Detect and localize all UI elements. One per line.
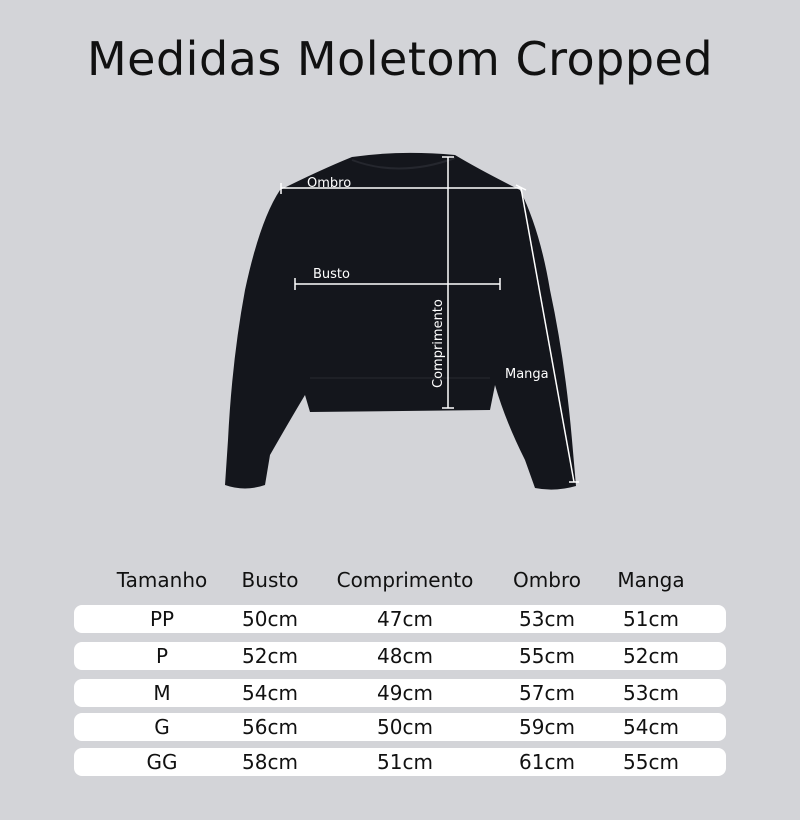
table-cell: PP (149, 607, 175, 631)
label-comprimento: Comprimento (431, 299, 446, 388)
table-cell: 52cm (623, 644, 679, 668)
sweatshirt-diagram: Ombro Busto Comprimento Manga (225, 152, 579, 490)
table-cell: 49cm (377, 681, 433, 705)
table-cell: GG (146, 750, 178, 774)
label-busto: Busto (313, 267, 350, 282)
table-cell: 54cm (242, 681, 298, 705)
table-cell: 61cm (519, 750, 575, 774)
table-cell: 50cm (377, 715, 433, 739)
sweatshirt-image (225, 152, 576, 490)
table-cell: P (155, 644, 169, 668)
label-ombro: Ombro (307, 176, 351, 191)
header-busto: Busto (241, 568, 299, 592)
table-row: P 52cm 48cm 55cm 52cm (74, 642, 726, 670)
page-title: Medidas Moletom Cropped (86, 32, 714, 86)
header-ombro: Ombro (513, 568, 581, 592)
header-comprimento: Comprimento (336, 568, 474, 592)
table-cell: 55cm (623, 750, 679, 774)
table-cell: 52cm (242, 644, 298, 668)
table-cell: 51cm (623, 607, 679, 631)
table-cell: 57cm (519, 681, 575, 705)
table-cell: 59cm (519, 715, 575, 739)
table-cell: 51cm (377, 750, 433, 774)
measurement-lines (280, 156, 579, 483)
header-manga: Manga (617, 568, 685, 592)
table-cell: 55cm (519, 644, 575, 668)
table-cell: 50cm (242, 607, 298, 631)
table-cell: 53cm (519, 607, 575, 631)
table-row: GG 58cm 51cm 61cm 55cm (74, 748, 726, 776)
table-cell: 56cm (242, 715, 298, 739)
table-row: PP 50cm 47cm 53cm 51cm (74, 605, 726, 633)
label-manga: Manga (505, 367, 549, 382)
table-cell: 48cm (377, 644, 433, 668)
table-cell: 53cm (623, 681, 679, 705)
table-row: G 56cm 50cm 59cm 54cm (74, 713, 726, 741)
table-cell: G (154, 715, 170, 739)
table-cell: 47cm (377, 607, 433, 631)
table-cell: M (153, 681, 171, 705)
table-row: M 54cm 49cm 57cm 53cm (74, 679, 726, 707)
table-cell: 58cm (242, 750, 298, 774)
table-cell: 54cm (623, 715, 679, 739)
header-tamanho: Tamanho (116, 568, 208, 592)
